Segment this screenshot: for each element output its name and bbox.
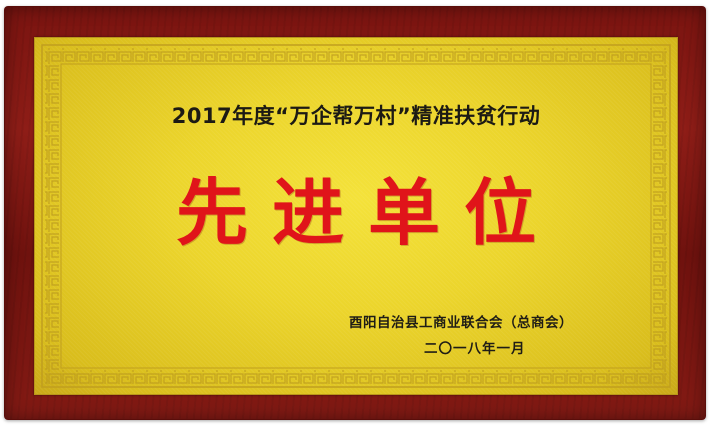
plaque-headline: 2017年度“万企帮万村”精准扶贫行动: [171, 104, 541, 128]
award-title: 先进单位: [175, 171, 560, 255]
issuer-name: 酉阳自治县工商业联合会（总商会）: [349, 315, 573, 331]
award-plaque: 2017年度“万企帮万村”精准扶贫行动 先进单位 酉阳自治县工商业联合会（总商会…: [4, 6, 706, 420]
decorative-border: [41, 44, 671, 388]
gold-plate: 2017年度“万企帮万村”精准扶贫行动 先进单位 酉阳自治县工商业联合会（总商会…: [34, 37, 678, 395]
issue-date: 二〇一八年一月: [424, 341, 526, 357]
